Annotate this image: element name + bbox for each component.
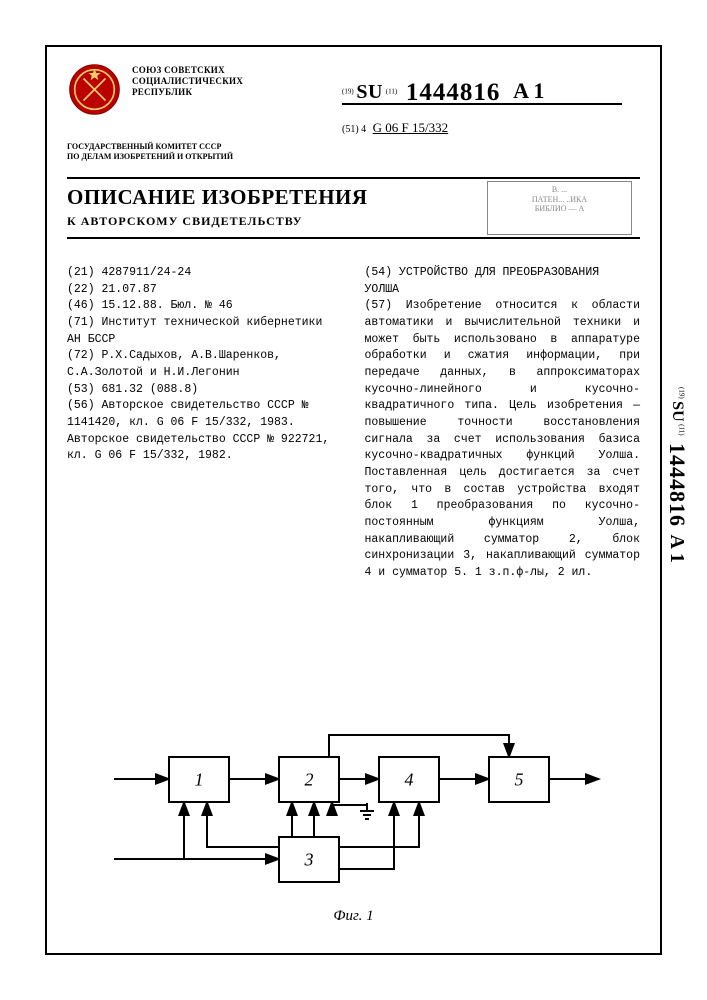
- svg-text:1: 1: [194, 770, 203, 790]
- body-columns: (21) 4287911/24-24 (22) 21.07.87 (46) 15…: [67, 265, 640, 582]
- publication-suffix: A 1: [513, 78, 544, 103]
- classification: (51) 4 G 06 F 15/332: [342, 120, 448, 136]
- side-prefix-11: (11): [677, 424, 685, 435]
- su-label: SU: [356, 81, 383, 103]
- biblio-line: (46) 15.12.88. Бюл. № 46: [67, 298, 343, 315]
- biblio-line: (56) Авторское свидетельство СССР № 1141…: [67, 398, 343, 431]
- biblio-line: (21) 4287911/24-24: [67, 265, 343, 282]
- figure-caption: Фиг. 1: [47, 908, 660, 925]
- stamp-line: БИБЛИО — А: [492, 204, 627, 214]
- invention-title: (54) УСТРОЙСТВО ДЛЯ ПРЕОБРАЗОВАНИЯ УОЛША: [365, 265, 641, 298]
- block-diagram: 1 2 4 5 3: [74, 687, 634, 897]
- publication-number: 1444816: [406, 79, 501, 106]
- page-frame: СОЮЗ СОВЕТСКИХ СОЦИАЛИСТИЧЕСКИХ РЕСПУБЛИ…: [45, 45, 662, 955]
- committee-name: ГОСУДАРСТВЕННЫЙ КОМИТЕТ СССР ПО ДЕЛАМ ИЗ…: [67, 142, 233, 161]
- svg-text:3: 3: [303, 850, 313, 870]
- committee-line: ПО ДЕЛАМ ИЗОБРЕТЕНИЙ И ОТКРЫТИЙ: [67, 152, 233, 162]
- code-underline: [342, 103, 622, 105]
- abstract-text: (57) Изобретение относится к области авт…: [365, 298, 641, 581]
- org-name: СОЮЗ СОВЕТСКИХ СОЦИАЛИСТИЧЕСКИХ РЕСПУБЛИ…: [132, 65, 243, 97]
- side-publication-code: (19) SU (11) 1444816 A 1: [664, 387, 690, 563]
- library-stamp: В. ... ПАТЕН... ..ИКА БИБЛИО — А: [487, 181, 632, 235]
- biblio-line: (71) Институт технической кибернетики АН…: [67, 315, 343, 348]
- side-prefix-19: (19): [677, 387, 685, 399]
- rule: [67, 237, 640, 239]
- biblio-line: (72) Р.Х.Садыхов, А.В.Шаренков, С.А.Золо…: [67, 348, 343, 381]
- biblio-line: (22) 21.07.87: [67, 282, 343, 299]
- svg-text:2: 2: [304, 770, 313, 790]
- rule: [67, 177, 640, 179]
- classif-prefix: (51) 4: [342, 124, 366, 135]
- stamp-line: В. ...: [492, 185, 627, 195]
- side-suffix: A 1: [666, 535, 688, 563]
- svg-text:4: 4: [404, 770, 413, 790]
- right-column: (54) УСТРОЙСТВО ДЛЯ ПРЕОБРАЗОВАНИЯ УОЛША…: [365, 265, 641, 582]
- biblio-line: (53) 681.32 (088.8): [67, 382, 343, 399]
- side-number: 1444816: [665, 443, 690, 527]
- stamp-line: ПАТЕН... ..ИКА: [492, 195, 627, 205]
- org-line: РЕСПУБЛИК: [132, 87, 243, 98]
- prefix-11: (11): [386, 87, 397, 95]
- committee-line: ГОСУДАРСТВЕННЫЙ КОМИТЕТ СССР: [67, 142, 233, 152]
- svg-text:5: 5: [514, 770, 523, 790]
- side-su: SU: [669, 401, 686, 421]
- ussr-emblem: [67, 62, 122, 117]
- figure-1: 1 2 4 5 3 Фиг. 1: [47, 687, 660, 925]
- prefix-19: (19): [342, 87, 354, 95]
- biblio-line: Авторское свидетельство СССР № 922721, к…: [67, 432, 343, 465]
- org-line: СОЮЗ СОВЕТСКИХ: [132, 65, 243, 76]
- org-line: СОЦИАЛИСТИЧЕСКИХ: [132, 76, 243, 87]
- publication-code: (19) SU (11) 1444816 A 1: [342, 77, 544, 105]
- left-column: (21) 4287911/24-24 (22) 21.07.87 (46) 15…: [67, 265, 343, 582]
- classif-code: G 06 F 15/332: [373, 120, 448, 135]
